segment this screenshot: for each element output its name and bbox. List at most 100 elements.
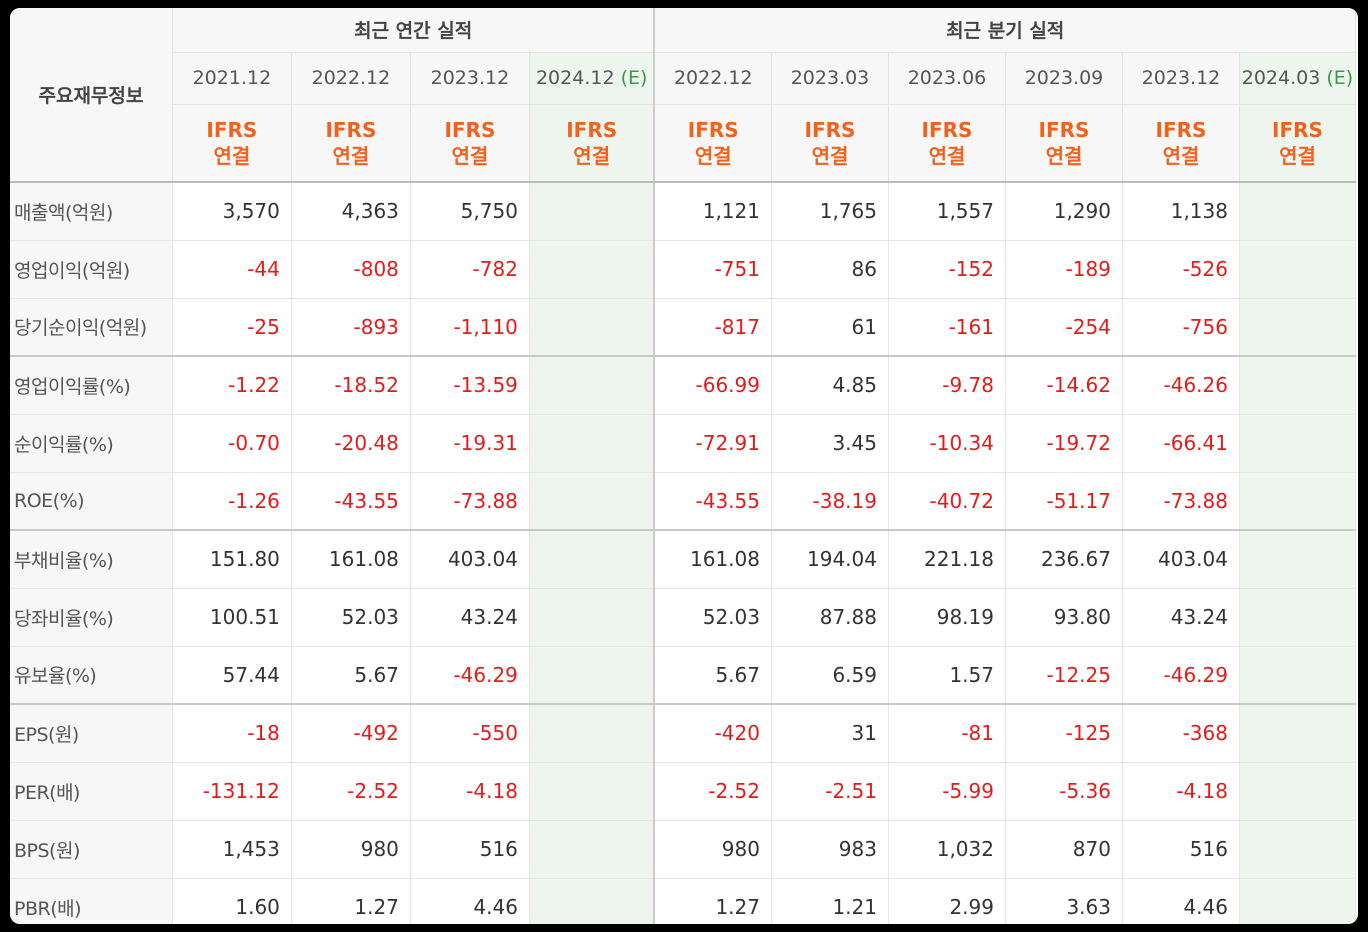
row-label: BPS(원)	[10, 820, 173, 879]
annual-value-cell: -1.22	[172, 356, 292, 415]
annual-value-cell	[529, 878, 655, 924]
period-label: 2023.12	[430, 67, 510, 89]
annual-period-header: 2024.12 (E)	[529, 52, 655, 105]
annual-period-header: 2023.12	[410, 52, 530, 105]
quarter-value-cell: 3.63	[1005, 878, 1123, 924]
annual-value-cell: -25	[172, 298, 292, 357]
annual-value-cell	[529, 820, 655, 879]
quarter-value-cell: 1,138	[1122, 182, 1240, 241]
annual-value-cell: -131.12	[172, 762, 292, 821]
quarter-value-cell: -14.62	[1005, 356, 1123, 415]
quarter-value-cell: -81	[888, 704, 1006, 763]
quarter-period-header: 2023.03	[771, 52, 889, 105]
row-label: ROE(%)	[10, 472, 173, 531]
ifrs-label: IFRS	[921, 117, 973, 142]
ifrs-consolidated-header: IFRS 연결	[172, 104, 292, 183]
annual-value-cell: -782	[410, 240, 530, 299]
quarter-value-cell	[1239, 646, 1357, 705]
quarter-value-cell: -526	[1122, 240, 1240, 299]
quarter-value-cell: 98.19	[888, 588, 1006, 647]
annual-value-cell: 1.60	[172, 878, 292, 924]
table-row: EPS(원) -18 -492 -550 -420 31 -81 -125 -368	[10, 704, 1357, 763]
annual-value-cell: -13.59	[410, 356, 530, 415]
annual-value-cell: 1.27	[291, 878, 411, 924]
annual-value-cell: -0.70	[172, 414, 292, 473]
quarter-value-cell: -72.91	[653, 414, 772, 473]
ifrs-consolidated-header: IFRS 연결	[1005, 104, 1123, 183]
annual-value-cell: -20.48	[291, 414, 411, 473]
quarter-value-cell: -40.72	[888, 472, 1006, 531]
ifrs-label: IFRS	[206, 117, 258, 142]
quarter-value-cell: -817	[653, 298, 772, 357]
annual-value-cell: -18	[172, 704, 292, 763]
annual-value-cell: 980	[291, 820, 411, 879]
annual-value-cell	[529, 530, 655, 589]
quarter-value-cell	[1239, 820, 1357, 879]
quarter-value-cell: 1,032	[888, 820, 1006, 879]
estimate-mark: (E)	[1326, 67, 1354, 89]
period-label: 2023.06	[907, 67, 987, 89]
consolidated-label: 연결	[1279, 143, 1316, 168]
ifrs-label: IFRS	[804, 117, 856, 142]
quarter-value-cell: 870	[1005, 820, 1123, 879]
quarter-value-cell	[1239, 298, 1357, 357]
annual-value-cell: 161.08	[291, 530, 411, 589]
quarter-value-cell	[1239, 762, 1357, 821]
ifrs-label: IFRS	[1272, 117, 1323, 142]
ifrs-label: IFRS	[687, 117, 739, 142]
quarter-value-cell: -756	[1122, 298, 1240, 357]
quarter-value-cell: 161.08	[653, 530, 772, 589]
annual-value-cell: 5,750	[410, 182, 530, 241]
annual-value-cell: 57.44	[172, 646, 292, 705]
quarter-value-cell: -51.17	[1005, 472, 1123, 531]
ifrs-label: IFRS	[444, 117, 496, 142]
row-label: 순이익률(%)	[10, 414, 173, 473]
quarter-value-cell: -46.26	[1122, 356, 1240, 415]
consolidated-label: 연결	[573, 143, 611, 168]
annual-value-cell: 52.03	[291, 588, 411, 647]
annual-value-cell: 43.24	[410, 588, 530, 647]
table-row: BPS(원) 1,453 980 516 980 983 1,032 870 516	[10, 820, 1357, 879]
quarter-value-cell: 236.67	[1005, 530, 1123, 589]
quarter-value-cell: 980	[653, 820, 772, 879]
annual-value-cell: 516	[410, 820, 530, 879]
consolidated-label: 연결	[451, 143, 489, 168]
quarter-value-cell: -152	[888, 240, 1006, 299]
annual-value-cell	[529, 472, 655, 531]
quarter-period-header: 2023.06	[888, 52, 1006, 105]
annual-value-cell	[529, 182, 655, 241]
quarter-value-cell: -73.88	[1122, 472, 1240, 531]
period-label: 2021.12	[192, 67, 272, 89]
annual-value-cell: -1.26	[172, 472, 292, 531]
quarter-value-cell: 93.80	[1005, 588, 1123, 647]
annual-value-cell: -550	[410, 704, 530, 763]
quarter-value-cell: 86	[771, 240, 889, 299]
quarter-value-cell: 1.27	[653, 878, 772, 924]
annual-value-cell: -43.55	[291, 472, 411, 531]
annual-value-cell: -73.88	[410, 472, 530, 531]
quarter-value-cell: 4.85	[771, 356, 889, 415]
consolidated-label: 연결	[332, 143, 370, 168]
ifrs-label: IFRS	[1155, 117, 1207, 142]
consolidated-label: 연결	[928, 143, 966, 168]
quarter-value-cell: -254	[1005, 298, 1123, 357]
ifrs-consolidated-header: IFRS 연결	[529, 104, 655, 183]
quarter-value-cell: -43.55	[653, 472, 772, 531]
quarter-value-cell: -420	[653, 704, 772, 763]
annual-value-cell: -1,110	[410, 298, 530, 357]
quarter-value-cell: 194.04	[771, 530, 889, 589]
quarter-value-cell: -5.36	[1005, 762, 1123, 821]
annual-value-cell	[529, 240, 655, 299]
quarter-value-cell: -66.99	[653, 356, 772, 415]
quarter-value-cell: -19.72	[1005, 414, 1123, 473]
period-label: 2023.12	[1141, 67, 1221, 89]
quarter-value-cell: -125	[1005, 704, 1123, 763]
financial-summary-panel: 주요재무정보 최근 연간 실적 최근 분기 실적 2021.12 2022.12 2…	[10, 8, 1358, 924]
period-label: 2023.09	[1024, 67, 1104, 89]
consolidated-label: 연결	[1162, 143, 1200, 168]
annual-value-cell: -18.52	[291, 356, 411, 415]
table-row: 당좌비율(%) 100.51 52.03 43.24 52.03 87.88 98.19 93…	[10, 588, 1357, 647]
consolidated-label: 연결	[1045, 143, 1083, 168]
quarter-value-cell	[1239, 414, 1357, 473]
quarter-period-header: 2022.12	[653, 52, 772, 105]
